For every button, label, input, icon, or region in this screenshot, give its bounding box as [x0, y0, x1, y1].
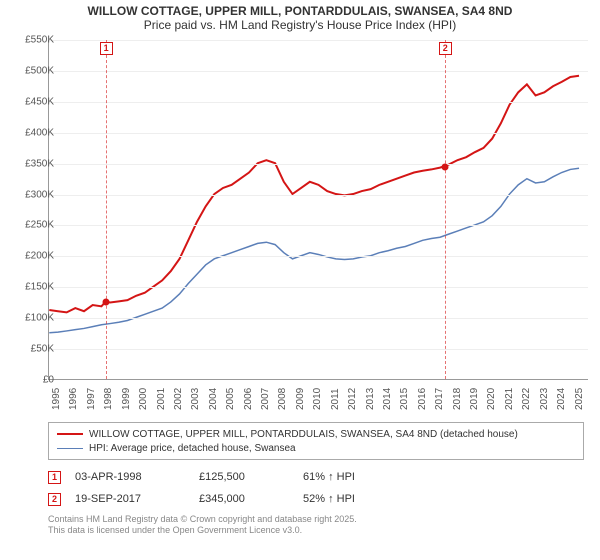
y-axis-tick: £500K: [25, 65, 54, 76]
y-axis-tick: £450K: [25, 96, 54, 107]
marker-box-icon: 2: [439, 42, 452, 55]
marker-dot-icon: [102, 299, 109, 306]
x-axis-tick: 2013: [365, 388, 376, 410]
x-axis-tick: 1995: [51, 388, 62, 410]
title-address: WILLOW COTTAGE, UPPER MILL, PONTARDDULAI…: [8, 4, 592, 18]
x-axis-tick: 2011: [330, 388, 341, 410]
sale-price: £125,500: [199, 471, 289, 483]
legend-label: HPI: Average price, detached house, Swan…: [89, 443, 296, 454]
x-axis-tick: 2022: [521, 388, 532, 410]
x-axis-tick: 2009: [295, 388, 306, 410]
sale-date: 03-APR-1998: [75, 471, 185, 483]
credits-line: This data is licensed under the Open Gov…: [48, 525, 357, 536]
legend-swatch: [57, 448, 83, 449]
y-axis-tick: £400K: [25, 127, 54, 138]
marker-box-icon: 1: [100, 42, 113, 55]
marker-guideline: [106, 40, 107, 379]
title-subtitle: Price paid vs. HM Land Registry's House …: [8, 18, 592, 32]
credits-line: Contains HM Land Registry data © Crown c…: [48, 514, 357, 525]
x-axis-tick: 1998: [103, 388, 114, 410]
y-axis-tick: £550K: [25, 35, 54, 46]
sale-vs-hpi: 61% ↑ HPI: [303, 471, 393, 483]
x-axis-tick: 2010: [312, 388, 323, 410]
y-axis-tick: £200K: [25, 251, 54, 262]
x-axis-tick: 2006: [243, 388, 254, 410]
title-block: WILLOW COTTAGE, UPPER MILL, PONTARDDULAI…: [0, 0, 600, 34]
chart-container: WILLOW COTTAGE, UPPER MILL, PONTARDDULAI…: [0, 0, 600, 560]
marker-dot-icon: [441, 163, 448, 170]
y-axis-tick: £350K: [25, 158, 54, 169]
y-axis-tick: £100K: [25, 313, 54, 324]
legend-label: WILLOW COTTAGE, UPPER MILL, PONTARDDULAI…: [89, 429, 518, 440]
sales-table: 1 03-APR-1998 £125,500 61% ↑ HPI 2 19-SE…: [48, 466, 584, 510]
x-axis-tick: 2021: [504, 388, 515, 410]
x-axis-tick: 1997: [86, 388, 97, 410]
y-axis-tick: £300K: [25, 189, 54, 200]
legend-item-price-paid: WILLOW COTTAGE, UPPER MILL, PONTARDDULAI…: [57, 427, 575, 441]
y-axis-tick: £250K: [25, 220, 54, 231]
sale-date: 19-SEP-2017: [75, 493, 185, 505]
x-axis-tick: 1996: [68, 388, 79, 410]
sale-vs-hpi: 52% ↑ HPI: [303, 493, 393, 505]
credits: Contains HM Land Registry data © Crown c…: [48, 514, 357, 537]
x-axis-tick: 2014: [382, 388, 393, 410]
x-axis-tick: 2002: [173, 388, 184, 410]
series-line-hpi: [49, 168, 579, 333]
marker-box-icon: 1: [48, 471, 61, 484]
x-axis-tick: 2018: [452, 388, 463, 410]
x-axis-tick: 2025: [574, 388, 585, 410]
x-axis-tick: 2012: [347, 388, 358, 410]
x-axis-tick: 2023: [539, 388, 550, 410]
x-axis-tick: 1999: [121, 388, 132, 410]
x-axis-tick: 2020: [486, 388, 497, 410]
x-axis-tick: 2015: [399, 388, 410, 410]
table-row: 1 03-APR-1998 £125,500 61% ↑ HPI: [48, 466, 584, 488]
plot-area: 12: [48, 40, 588, 380]
x-axis-tick: 2007: [260, 388, 271, 410]
legend-box: WILLOW COTTAGE, UPPER MILL, PONTARDDULAI…: [48, 422, 584, 460]
x-axis-tick: 2008: [277, 388, 288, 410]
x-axis-tick: 2004: [208, 388, 219, 410]
series-svg: [49, 40, 588, 379]
x-axis-tick: 2000: [138, 388, 149, 410]
x-axis-tick: 2005: [225, 388, 236, 410]
x-axis-tick: 2003: [190, 388, 201, 410]
x-axis-tick: 2019: [469, 388, 480, 410]
y-axis-tick: £150K: [25, 282, 54, 293]
x-axis-tick: 2001: [156, 388, 167, 410]
marker-box-icon: 2: [48, 493, 61, 506]
sale-price: £345,000: [199, 493, 289, 505]
legend-item-hpi: HPI: Average price, detached house, Swan…: [57, 441, 575, 455]
table-row: 2 19-SEP-2017 £345,000 52% ↑ HPI: [48, 488, 584, 510]
x-axis-tick: 2017: [434, 388, 445, 410]
y-axis-tick: £0: [43, 375, 54, 386]
y-axis-tick: £50K: [31, 344, 54, 355]
x-axis-tick: 2024: [556, 388, 567, 410]
legend-swatch: [57, 433, 83, 435]
x-axis-tick: 2016: [417, 388, 428, 410]
marker-guideline: [445, 40, 446, 379]
